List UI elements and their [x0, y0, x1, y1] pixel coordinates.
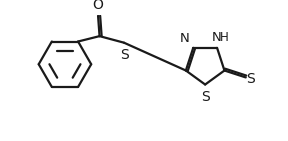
Text: S: S: [120, 48, 129, 62]
Text: H: H: [220, 31, 229, 44]
Text: S: S: [247, 72, 255, 86]
Text: N: N: [212, 31, 221, 44]
Text: S: S: [201, 90, 210, 104]
Text: O: O: [93, 0, 103, 12]
Text: N: N: [180, 32, 190, 45]
